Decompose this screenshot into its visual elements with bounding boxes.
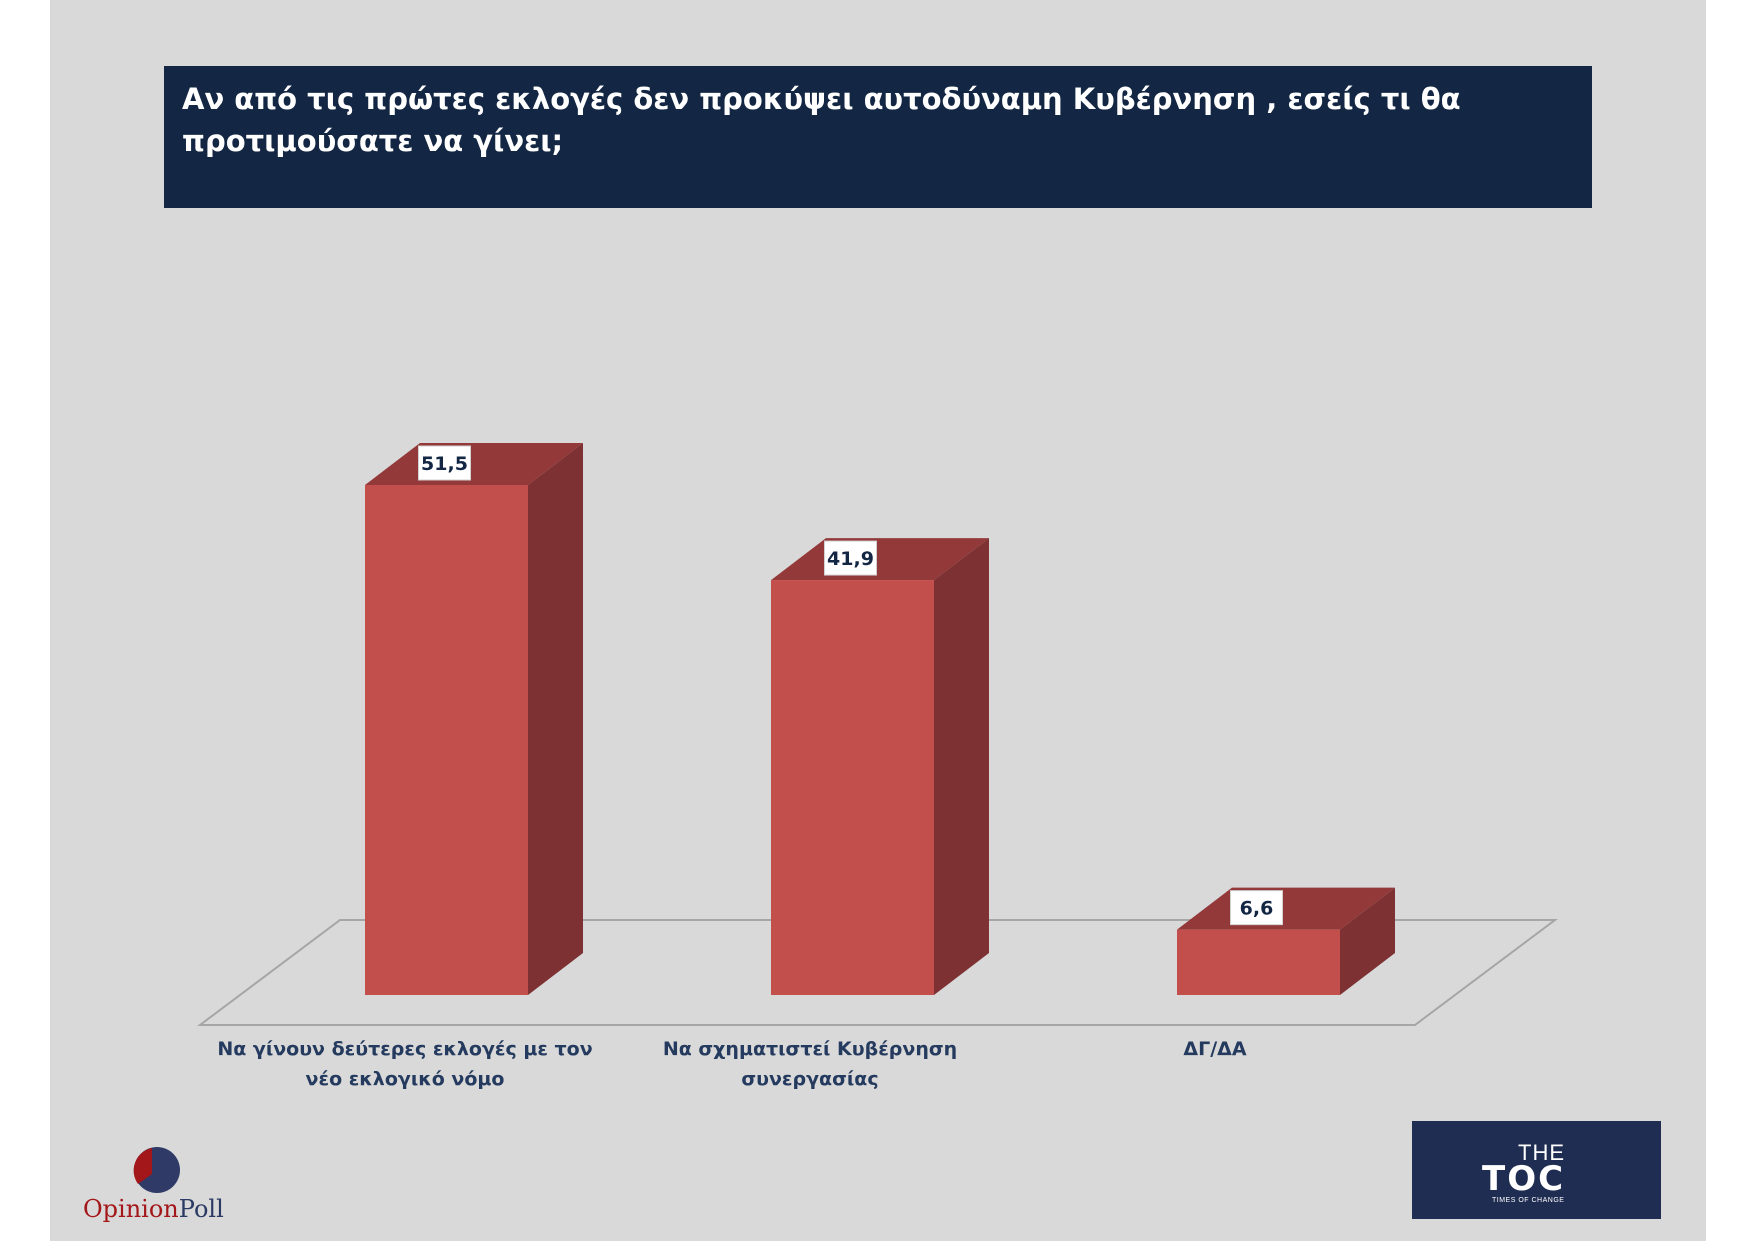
category-label-2: Να σχηματιστεί Κυβέρνηση συνεργασίας (605, 1034, 1015, 1094)
category-label-1-line-1: Να γίνουν δεύτερες εκλογές με τον (217, 1038, 593, 1060)
data-label-1-box (418, 445, 471, 481)
category-label-1-line-2: νέο εκλογικό νόμο (305, 1068, 505, 1090)
category-label-2-line-1: Να σχηματιστεί Κυβέρνηση (662, 1038, 958, 1060)
bar-2-side (934, 538, 989, 995)
opinionpoll-logo-text: OpinionPoll (83, 1195, 224, 1223)
category-label-3-line-1: ΔΓ/ΔΑ (1183, 1038, 1247, 1060)
category-label-3: ΔΓ/ΔΑ (1010, 1034, 1420, 1064)
thetoc-logo-main: TOC (1482, 1159, 1566, 1199)
data-label-3: 6,6 (1240, 898, 1274, 920)
opinionpoll-logo-icon (133, 1147, 180, 1193)
data-label-3-box (1230, 890, 1283, 926)
data-label-2: 41,9 (827, 548, 874, 570)
thetoc-logo: THE TOC TIMES OF CHANGE (1412, 1121, 1661, 1219)
logo-text-opinion: Opinion (83, 1195, 179, 1223)
logo-text-poll: Poll (178, 1195, 224, 1223)
category-label-1: Να γίνουν δεύτερες εκλογές με τον νέο εκ… (200, 1034, 610, 1094)
bar-3 (1177, 929, 1340, 995)
title-banner: Αν από τις πρώτες εκλογές δεν προκύψει α… (164, 66, 1592, 208)
bar-3-side (1340, 887, 1395, 995)
bar-1-side (528, 443, 583, 995)
chart-title: Αν από τις πρώτες εκλογές δεν προκύψει α… (182, 82, 1461, 158)
chart-floor (197, 919, 1558, 1026)
bar-2 (771, 580, 934, 995)
data-label-2-box (824, 540, 877, 576)
category-label-2-line-2: συνεργασίας (741, 1068, 879, 1090)
bar-1 (365, 485, 528, 995)
thetoc-logo-sub: TIMES OF CHANGE (1492, 1197, 1565, 1204)
data-label-1: 51,5 (421, 453, 468, 475)
thetoc-logo-the: THE (1518, 1140, 1565, 1165)
